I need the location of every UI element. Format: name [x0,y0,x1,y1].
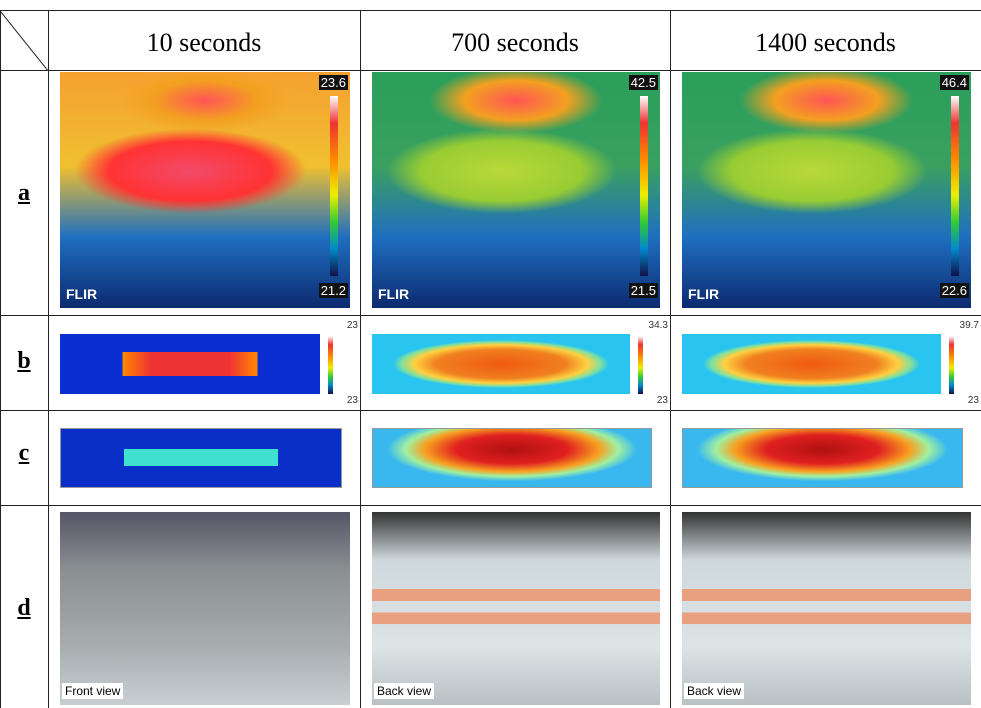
photo [60,512,350,705]
thermal-image [372,72,660,308]
view-caption: Back view [374,683,434,699]
row-divider [0,410,981,411]
col-divider [48,10,49,708]
photo [682,512,971,705]
row-divider [0,505,981,506]
row-label: a [0,180,48,207]
max-value: 39.7 [960,320,979,331]
row-label: b [0,348,48,375]
row-divider [0,70,981,71]
view-caption: Front view [62,683,123,699]
brand-logo: FLIR [688,286,719,302]
colorbar [330,96,338,276]
max-value: 34.3 [649,320,668,331]
row-label: d [0,595,48,622]
row-divider [0,315,981,316]
min-value: 23 [968,395,979,406]
min-temperature: 21.5 [629,283,658,298]
corner-diagonal [0,10,48,71]
min-value: 23 [347,395,358,406]
colorbar [638,336,643,394]
col-divider [670,10,671,708]
row-divider [0,10,981,11]
simulation-image [60,334,320,394]
max-temperature: 23.6 [319,75,348,90]
column-header: 700 seconds [360,28,670,58]
max-value: 23 [347,320,358,331]
max-temperature: 42.5 [629,75,658,90]
colorbar [949,336,954,394]
brand-logo: FLIR [378,286,409,302]
min-temperature: 22.6 [940,283,969,298]
column-header: 1400 seconds [670,28,981,58]
thermal-image [60,72,350,308]
view-caption: Back view [684,683,744,699]
column-header: 10 seconds [48,28,360,58]
colorbar [640,96,648,276]
figure-table: 10 seconds700 seconds1400 seconds a b c d 23.… [0,0,981,708]
colorbar [951,96,959,276]
thermal-image [682,72,971,308]
simulation-image [682,428,963,488]
col-divider [360,10,361,708]
simulation-image [372,334,630,394]
min-value: 23 [657,395,668,406]
simulation-image [682,334,941,394]
min-temperature: 21.2 [319,283,348,298]
simulation-image [372,428,652,488]
photo [372,512,660,705]
colorbar [328,336,333,394]
row-label: c [0,440,48,467]
brand-logo: FLIR [66,286,97,302]
max-temperature: 46.4 [940,75,969,90]
simulation-image [60,428,342,488]
